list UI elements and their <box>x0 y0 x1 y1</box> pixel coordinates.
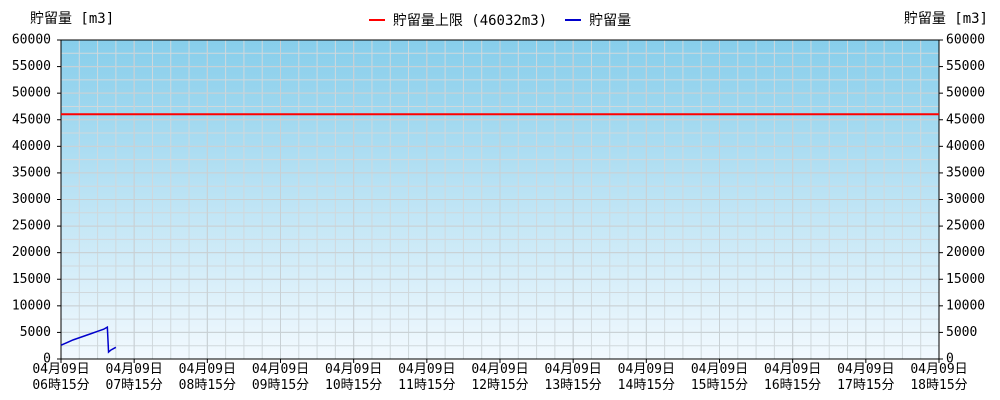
legend: 貯留量上限 (46032m3) 貯留量 <box>0 10 1000 30</box>
y2-tick-label: 35000 <box>946 165 985 180</box>
legend-label: 貯留量上限 (46032m3) <box>392 13 548 29</box>
x-tick-label: 04月09日 11時15分 <box>398 362 456 393</box>
y2-tick-label: 10000 <box>946 298 985 313</box>
y2-tick-label: 30000 <box>946 192 985 207</box>
y-tick-label: 25000 <box>12 219 51 234</box>
y-tick-label: 15000 <box>12 272 51 287</box>
y-tick-label: 10000 <box>12 298 51 313</box>
x-tick-label: 04月09日 15時15分 <box>690 362 749 393</box>
legend-item: 貯留量 <box>565 10 631 30</box>
x-tick-label: 04月09日 07時15分 <box>105 362 163 393</box>
y2-tick-label: 20000 <box>946 245 985 260</box>
x-tick-label: 04月09日 06時15分 <box>32 362 90 393</box>
y2-tick-label: 25000 <box>946 219 985 234</box>
x-tick-label: 04月09日 12時15分 <box>471 362 529 393</box>
y2-tick-label: 40000 <box>946 139 985 154</box>
y-tick-label: 0 <box>43 352 51 367</box>
y-tick-label: 60000 <box>12 33 51 48</box>
x-tick-label: 04月09日 13時15分 <box>544 362 602 393</box>
y-tick-label: 45000 <box>12 112 51 127</box>
x-tick-label: 04月09日 10時15分 <box>325 362 383 393</box>
y-tick-label: 20000 <box>12 245 51 260</box>
y2-axis-title: 貯留量 [m3] <box>903 11 988 27</box>
y-tick-label: 40000 <box>12 139 51 154</box>
y2-tick-label: 0 <box>946 352 954 367</box>
legend-item: 貯留量上限 (46032m3) <box>368 10 548 30</box>
y2-tick-label: 5000 <box>946 325 977 340</box>
x-tick-label: 04月09日 08時15分 <box>178 362 236 393</box>
x-tick-label: 04月09日 14時15分 <box>617 362 675 393</box>
x-tick-label: 04月09日 18時15分 <box>910 362 968 393</box>
y2-tick-label: 15000 <box>946 272 985 287</box>
y2-tick-label: 50000 <box>946 86 985 101</box>
y-tick-label: 50000 <box>12 86 51 101</box>
plot-frame <box>60 39 940 360</box>
y2-tick-label: 45000 <box>946 112 985 127</box>
y2-tick-label: 55000 <box>946 59 985 74</box>
legend-label: 貯留量 <box>589 13 632 29</box>
x-tick-label: 04月09日 16時15分 <box>764 362 822 393</box>
legend-swatch <box>565 19 582 21</box>
x-tick-label: 04月09日 09時15分 <box>251 362 310 393</box>
y-tick-label: 55000 <box>12 59 51 74</box>
y-tick-label: 35000 <box>12 165 51 180</box>
y-tick-label: 5000 <box>20 325 51 340</box>
y-tick-label: 30000 <box>12 192 51 207</box>
y-axis-title: 貯留量 [m3] <box>30 11 115 27</box>
data-line <box>60 325 117 354</box>
legend-swatch <box>368 19 385 21</box>
x-tick-label: 04月09日 17時15分 <box>837 362 895 393</box>
y2-tick-label: 60000 <box>946 33 985 48</box>
